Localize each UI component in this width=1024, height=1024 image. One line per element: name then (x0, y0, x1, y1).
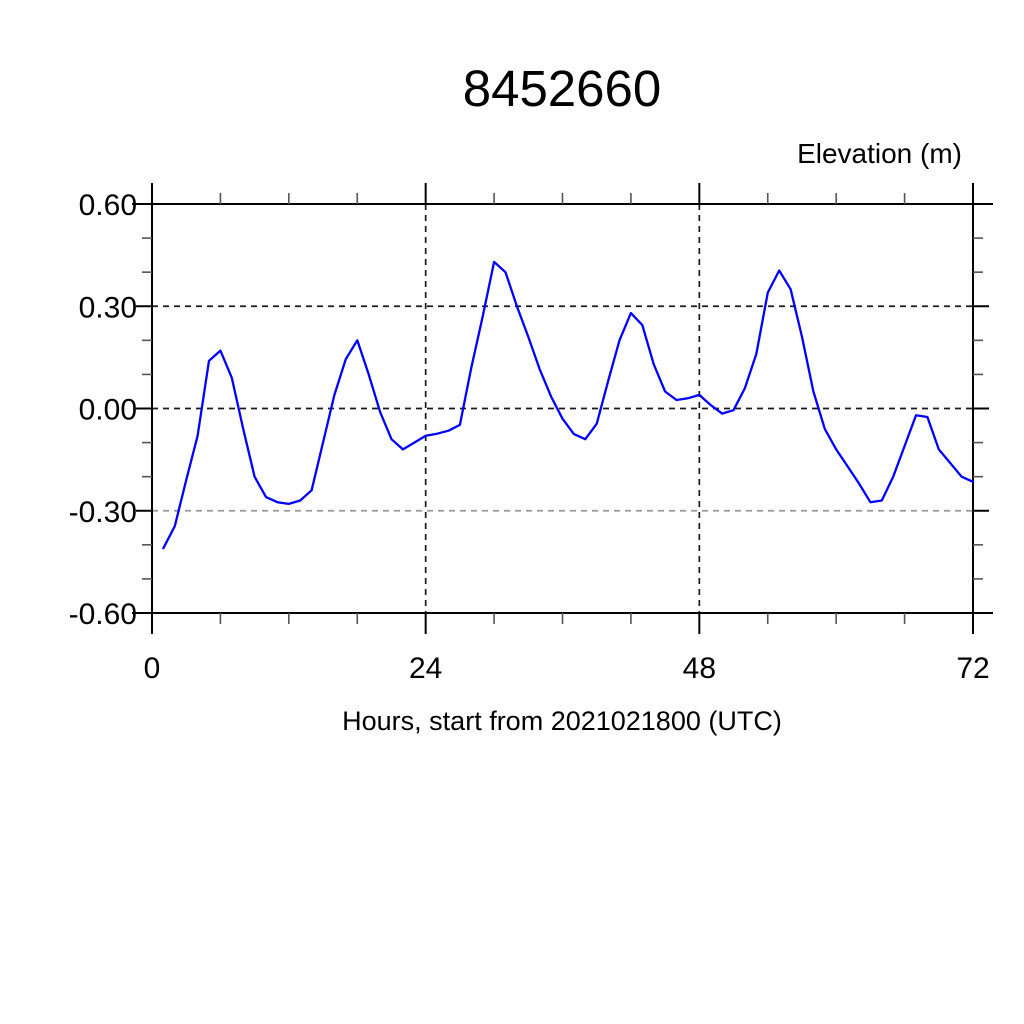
tick-marks (136, 183, 989, 634)
elevation-line (162, 260, 975, 550)
x-tick-label: 24 (409, 652, 442, 685)
x-tick-label: 0 (144, 652, 161, 685)
grid-layer (152, 204, 973, 613)
y-tick-label: 0.30 (79, 291, 137, 324)
y-tick-label: -0.30 (69, 496, 137, 529)
tick-labels: 0 24 48 72 0.60 0.30 0.00 -0.30 -0.60 (69, 189, 990, 685)
y-tick-label: -0.60 (69, 598, 137, 631)
y-axis-unit-label: Elevation (m) (797, 138, 962, 169)
y-tick-label: 0.60 (79, 189, 137, 222)
x-tick-label: 72 (956, 652, 989, 685)
data-series-layer (162, 260, 975, 550)
x-axis-label: Hours, start from 2021021800 (UTC) (342, 706, 782, 736)
chart-title: 8452660 (463, 60, 662, 117)
y-tick-label: 0.00 (79, 394, 137, 427)
x-tick-label: 48 (683, 652, 716, 685)
